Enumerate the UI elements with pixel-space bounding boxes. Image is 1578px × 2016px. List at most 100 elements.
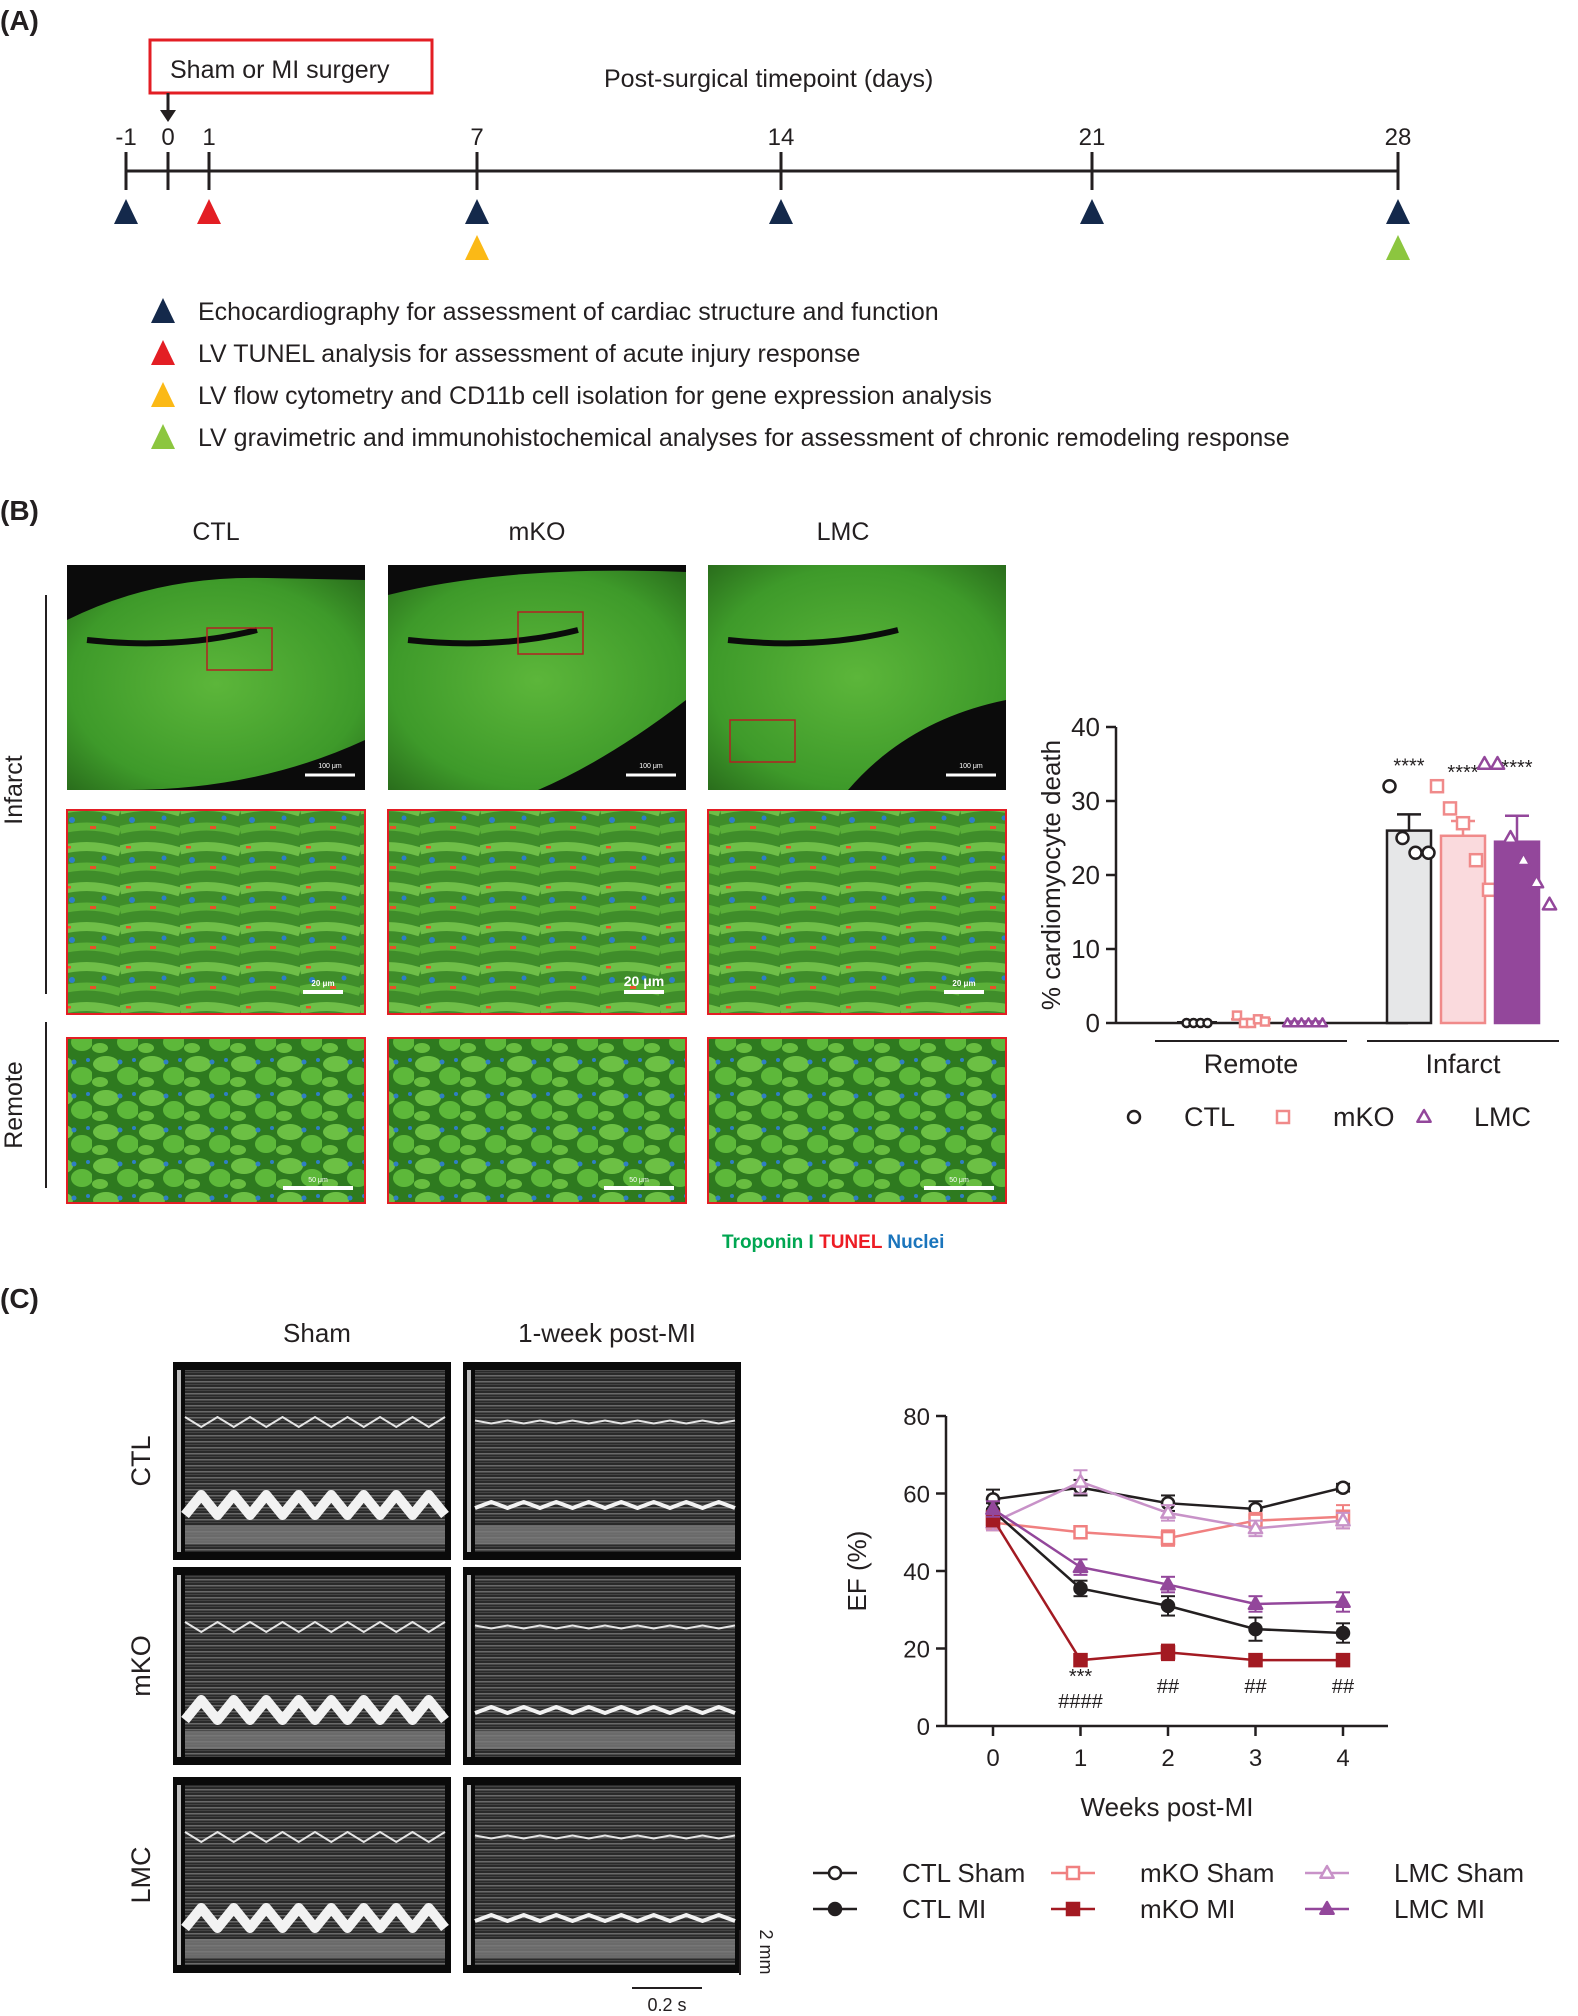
panel-label-b: (B) bbox=[0, 495, 39, 526]
significance-annotation: **** bbox=[1447, 762, 1478, 784]
echo-depth-marker bbox=[177, 1575, 181, 1757]
data-point bbox=[1072, 1473, 1089, 1488]
echo-column-header: Sham bbox=[283, 1318, 351, 1348]
timeline-tick-label: 28 bbox=[1385, 124, 1412, 151]
legend-label: mKO bbox=[1333, 1102, 1395, 1132]
data-point bbox=[1073, 1581, 1088, 1596]
scale-bar-label: 20 μm bbox=[624, 973, 664, 989]
timeline-marker-triangle bbox=[465, 199, 489, 224]
overview-vessel bbox=[727, 627, 899, 647]
significance-annotation: *** bbox=[1069, 1666, 1093, 1688]
zoom-region-box bbox=[729, 719, 796, 763]
legend-triangle-icon bbox=[151, 340, 175, 365]
echo-mmode bbox=[475, 1575, 735, 1757]
echo-depth-marker bbox=[177, 1785, 181, 1965]
timeline-legend-text: LV TUNEL analysis for assessment of acut… bbox=[198, 340, 860, 368]
y-tick-label: 40 bbox=[903, 1559, 930, 1586]
echo-column-header: 1-week post-MI bbox=[518, 1318, 696, 1348]
echo-posterior-wall bbox=[181, 1903, 449, 1933]
scale-bar-label: 20 μm bbox=[311, 979, 334, 988]
data-point bbox=[1408, 845, 1423, 861]
data-point bbox=[1073, 1525, 1088, 1540]
data-point bbox=[1421, 845, 1436, 861]
legend-label: LMC Sham bbox=[1394, 1858, 1524, 1888]
overview-vessel bbox=[86, 627, 258, 647]
echo-image bbox=[463, 1362, 741, 1560]
data-point bbox=[1259, 1016, 1271, 1027]
echo-posterior-wall bbox=[474, 1500, 736, 1510]
significance-annotation: ## bbox=[1244, 1676, 1267, 1698]
histology-column-header: LMC bbox=[817, 518, 870, 546]
significance-annotation: #### bbox=[1058, 1691, 1103, 1713]
echo-image bbox=[173, 1567, 451, 1765]
significance-annotation: ## bbox=[1157, 1676, 1180, 1698]
echo-epicardium bbox=[185, 1939, 445, 1957]
data-point bbox=[1160, 1504, 1176, 1519]
scale-label-vertical: 2 mm bbox=[756, 1930, 776, 1975]
histology-column-header: CTL bbox=[192, 518, 239, 546]
echo-anterior-wall bbox=[474, 1624, 736, 1630]
legend-marker bbox=[827, 1901, 843, 1917]
remote-tissue bbox=[66, 1037, 366, 1204]
significance-annotation: ## bbox=[1332, 1676, 1355, 1698]
bar bbox=[1493, 840, 1541, 1025]
data-point bbox=[1248, 1621, 1263, 1637]
timeline-legend-text: Echocardiography for assessment of cardi… bbox=[198, 298, 939, 326]
echo-posterior-wall bbox=[474, 1913, 736, 1923]
scale-bar-label: 50 μm bbox=[308, 1177, 328, 1184]
x-tick-label: 3 bbox=[1249, 1745, 1262, 1772]
timeline-marker-triangle bbox=[1386, 199, 1410, 224]
y-tick-label: 30 bbox=[1071, 786, 1100, 816]
histology-column-header: mKO bbox=[509, 518, 566, 546]
zoom-image: 20 μm bbox=[387, 809, 687, 1015]
timeline-legend: Echocardiography for assessment of cardi… bbox=[151, 298, 1290, 452]
zoom-image: 20 μm bbox=[66, 809, 366, 1015]
scale-bar-label: 50 μm bbox=[949, 1177, 969, 1184]
significance-annotation: **** bbox=[1393, 755, 1424, 777]
timeline-marker-triangle bbox=[114, 199, 138, 224]
data-point bbox=[1382, 778, 1397, 794]
echo-mmode bbox=[475, 1370, 735, 1552]
panel-label-c: (C) bbox=[0, 1283, 39, 1314]
y-axis-label: % cardiomyocyte death bbox=[1036, 740, 1066, 1010]
data-point bbox=[1247, 1595, 1264, 1610]
echo-epicardium bbox=[475, 1939, 735, 1957]
data-point bbox=[1541, 896, 1558, 911]
data-point bbox=[1288, 1017, 1301, 1028]
x-tick-label: 0 bbox=[986, 1745, 999, 1772]
data-point bbox=[1231, 1010, 1243, 1021]
data-point bbox=[1335, 1625, 1351, 1641]
legend-label: CTL Sham bbox=[902, 1858, 1025, 1888]
timeline-ticks: -1 0 1 7 14 21 28 bbox=[115, 124, 1411, 190]
timeline-tick-label: 14 bbox=[768, 124, 795, 151]
data-point bbox=[1248, 1652, 1263, 1668]
echo-anterior-wall bbox=[184, 1830, 446, 1844]
echo-anterior-wall bbox=[184, 1415, 446, 1429]
echo-posterior-wall bbox=[181, 1490, 449, 1520]
legend-marker bbox=[1065, 1901, 1081, 1917]
data-point bbox=[1335, 1593, 1351, 1609]
data-point bbox=[1515, 852, 1532, 867]
data-point bbox=[1281, 1017, 1294, 1028]
overview-image: 100 μm bbox=[67, 565, 365, 790]
data-point bbox=[1160, 1530, 1176, 1546]
data-point bbox=[1302, 1017, 1315, 1028]
legend-label: mKO Sham bbox=[1140, 1858, 1274, 1888]
legend-label: LMC MI bbox=[1394, 1894, 1485, 1924]
echo-row-label: CTL bbox=[126, 1435, 156, 1486]
remote-image: 50 μm bbox=[387, 1037, 687, 1204]
data-point bbox=[1489, 755, 1506, 771]
echo-row-label: LMC bbox=[126, 1846, 156, 1903]
echo-depth-marker bbox=[177, 1370, 181, 1552]
data-point bbox=[1442, 801, 1458, 816]
y-tick-label: 40 bbox=[1071, 712, 1100, 742]
echo-image bbox=[463, 1777, 741, 1973]
legend-label: mKO MI bbox=[1140, 1894, 1235, 1924]
overview-image: 100 μm bbox=[708, 565, 1006, 790]
series-lmc-mi bbox=[985, 1500, 1351, 1613]
stain-legend: Troponin I TUNEL Nuclei bbox=[722, 1232, 944, 1253]
echo-mmode bbox=[185, 1370, 445, 1552]
timeline-marker-triangle bbox=[465, 235, 489, 260]
overview-tissue bbox=[708, 565, 1006, 790]
